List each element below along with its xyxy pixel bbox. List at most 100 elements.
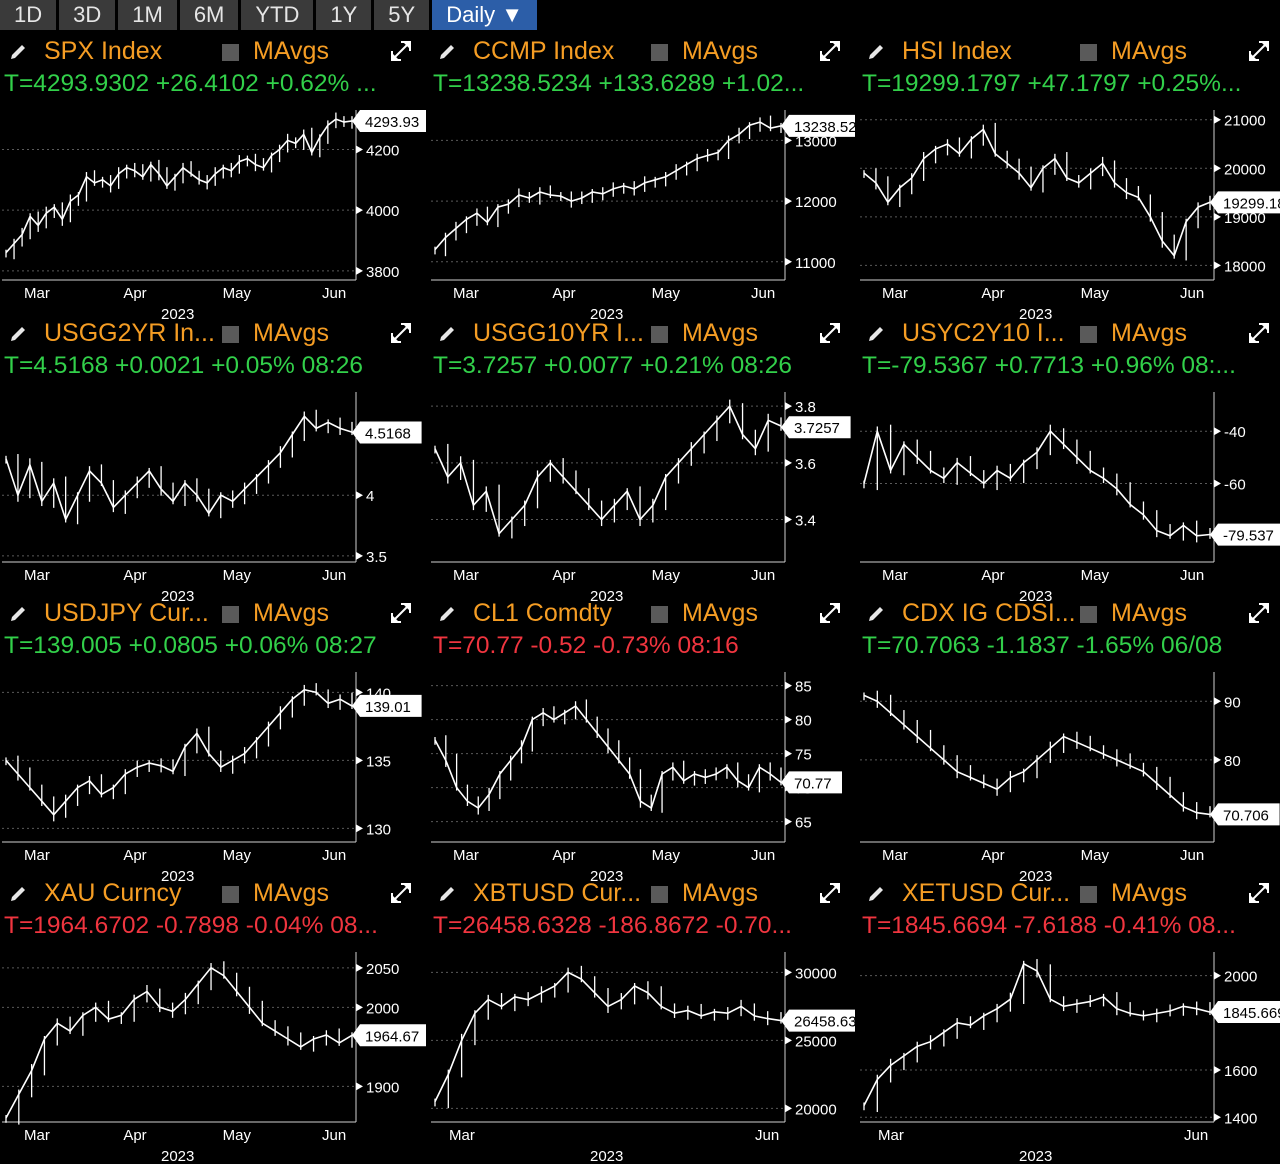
security-ticker[interactable]: XETUSD Cur... bbox=[902, 879, 1071, 907]
security-ticker[interactable]: XBTUSD Cur... bbox=[473, 879, 642, 907]
last-quote: T=70.7063 -1.1837 -1.65% 06/08 bbox=[862, 632, 1223, 659]
pencil-icon[interactable] bbox=[8, 884, 28, 904]
year-label: 2023 bbox=[1019, 868, 1052, 882]
chart-panel: CCMP Index MAvgs T=13238.5234 +133.6289 +1… bbox=[429, 36, 855, 320]
x-tick-label: Apr bbox=[123, 1127, 146, 1144]
mavgs-checkbox[interactable] bbox=[1080, 44, 1097, 61]
tab-3d[interactable]: 3D bbox=[59, 0, 116, 30]
expand-icon[interactable] bbox=[388, 600, 414, 626]
expand-icon[interactable] bbox=[388, 38, 414, 64]
panel-header: XBTUSD Cur... MAvgs bbox=[429, 878, 855, 910]
mavgs-checkbox[interactable] bbox=[1080, 886, 1097, 903]
tab-1m[interactable]: 1M bbox=[118, 0, 177, 30]
y-tick-label: 90 bbox=[1224, 694, 1241, 711]
pencil-icon[interactable] bbox=[8, 604, 28, 624]
x-tick-label: Jun bbox=[322, 567, 346, 584]
security-ticker[interactable]: CL1 Comdty bbox=[473, 599, 612, 627]
security-ticker[interactable]: USYC2Y10 I... bbox=[902, 319, 1065, 347]
security-ticker[interactable]: XAU Curncy bbox=[44, 879, 182, 907]
chart-panel: XETUSD Cur... MAvgs T=1845.6694 -7.6188 -0… bbox=[858, 878, 1280, 1162]
last-quote: T=1845.6694 -7.6188 -0.41% 08... bbox=[862, 912, 1236, 939]
expand-icon[interactable] bbox=[388, 880, 414, 906]
last-value-label: 139.01 bbox=[365, 699, 411, 716]
x-tick-label: Apr bbox=[981, 567, 1004, 584]
pencil-icon[interactable] bbox=[8, 324, 28, 344]
y-tick-label: 3.5 bbox=[366, 549, 387, 566]
pencil-icon[interactable] bbox=[437, 604, 457, 624]
expand-icon[interactable] bbox=[817, 320, 843, 346]
mavgs-checkbox[interactable] bbox=[222, 886, 239, 903]
security-ticker[interactable]: USDJPY Cur... bbox=[44, 599, 209, 627]
mavgs-checkbox[interactable] bbox=[651, 326, 668, 343]
pencil-icon[interactable] bbox=[866, 42, 886, 62]
last-value-tag bbox=[781, 1009, 855, 1032]
tab-1d[interactable]: 1D bbox=[0, 0, 57, 30]
last-value-label: 13238.52 bbox=[794, 119, 855, 136]
y-tick-marker bbox=[1214, 1113, 1221, 1122]
mavgs-checkbox[interactable] bbox=[222, 606, 239, 623]
mavgs-checkbox[interactable] bbox=[651, 886, 668, 903]
mavgs-label: MAvgs bbox=[253, 37, 329, 65]
year-label: 2023 bbox=[1019, 1148, 1052, 1162]
last-value-tag bbox=[352, 421, 422, 444]
pencil-icon[interactable] bbox=[866, 604, 886, 624]
mavgs-checkbox[interactable] bbox=[222, 44, 239, 61]
x-tick-label: Jun bbox=[751, 285, 775, 302]
security-ticker[interactable]: USGG2YR In... bbox=[44, 319, 215, 347]
y-tick-marker bbox=[785, 197, 792, 206]
y-tick-label: 3.4 bbox=[795, 513, 816, 530]
expand-icon[interactable] bbox=[817, 880, 843, 906]
expand-icon[interactable] bbox=[817, 600, 843, 626]
security-ticker[interactable]: USGG10YR I... bbox=[473, 319, 644, 347]
y-tick-label: 20000 bbox=[1224, 161, 1266, 178]
pencil-icon[interactable] bbox=[437, 884, 457, 904]
y-tick-label: 135 bbox=[366, 753, 391, 770]
expand-icon[interactable] bbox=[817, 38, 843, 64]
mavgs-checkbox[interactable] bbox=[1080, 326, 1097, 343]
y-tick-label: 1400 bbox=[1224, 1110, 1257, 1127]
expand-icon[interactable] bbox=[388, 320, 414, 346]
x-tick-label: Apr bbox=[981, 847, 1004, 864]
panel-header: XAU Curncy MAvgs bbox=[0, 878, 426, 910]
price-line bbox=[434, 404, 782, 536]
price-line bbox=[863, 128, 1211, 258]
last-value-tag bbox=[781, 771, 842, 794]
year-label: 2023 bbox=[590, 868, 623, 882]
security-ticker[interactable]: HSI Index bbox=[902, 37, 1012, 65]
mavgs-checkbox[interactable] bbox=[651, 606, 668, 623]
pencil-icon[interactable] bbox=[866, 324, 886, 344]
last-value-label: 4293.93 bbox=[365, 114, 419, 131]
y-tick-label: 30000 bbox=[795, 965, 837, 982]
pencil-icon[interactable] bbox=[437, 42, 457, 62]
last-quote: T=3.7257 +0.0077 +0.21% 08:26 bbox=[433, 352, 792, 379]
chart-panel: XBTUSD Cur... MAvgs T=26458.6328 -186.8672… bbox=[429, 878, 855, 1162]
tab-1y[interactable]: 1Y bbox=[316, 0, 372, 30]
chart-panel: USGG2YR In... MAvgs T=4.5168 +0.0021 +0.05… bbox=[0, 318, 426, 602]
tab-6m[interactable]: 6M bbox=[179, 0, 239, 30]
pencil-icon[interactable] bbox=[8, 42, 28, 62]
expand-icon[interactable] bbox=[1246, 600, 1272, 626]
x-tick-label: Apr bbox=[552, 847, 575, 864]
expand-icon[interactable] bbox=[1246, 38, 1272, 64]
security-ticker[interactable]: CCMP Index bbox=[473, 37, 615, 65]
mavgs-checkbox[interactable] bbox=[222, 326, 239, 343]
pencil-icon[interactable] bbox=[437, 324, 457, 344]
last-quote: T=26458.6328 -186.8672 -0.70... bbox=[433, 912, 792, 939]
last-quote: T=4293.9302 +26.4102 +0.62% ... bbox=[4, 70, 377, 97]
tab-ytd[interactable]: YTD bbox=[241, 0, 314, 30]
chart-panel: HSI Index MAvgs T=19299.1797 +47.1797 +0.2… bbox=[858, 36, 1280, 320]
mavgs-checkbox[interactable] bbox=[1080, 606, 1097, 623]
x-tick-label: Mar bbox=[453, 285, 479, 302]
tab-daily[interactable]: Daily ▼ bbox=[432, 0, 538, 30]
security-ticker[interactable]: SPX Index bbox=[44, 37, 163, 65]
expand-icon[interactable] bbox=[1246, 320, 1272, 346]
last-value-label: 70.77 bbox=[794, 775, 832, 792]
mavgs-checkbox[interactable] bbox=[651, 44, 668, 61]
price-chart: -40 -60 -79.537 Mar Apr May Jun 2023 bbox=[860, 392, 1280, 602]
panel-header: USDJPY Cur... MAvgs bbox=[0, 598, 426, 630]
price-chart: 80 90 70.706 Mar Apr May Jun 2023 bbox=[860, 672, 1280, 882]
pencil-icon[interactable] bbox=[866, 884, 886, 904]
tab-5y[interactable]: 5Y bbox=[374, 0, 430, 30]
expand-icon[interactable] bbox=[1246, 880, 1272, 906]
security-ticker[interactable]: CDX IG CDSI... bbox=[902, 599, 1076, 627]
